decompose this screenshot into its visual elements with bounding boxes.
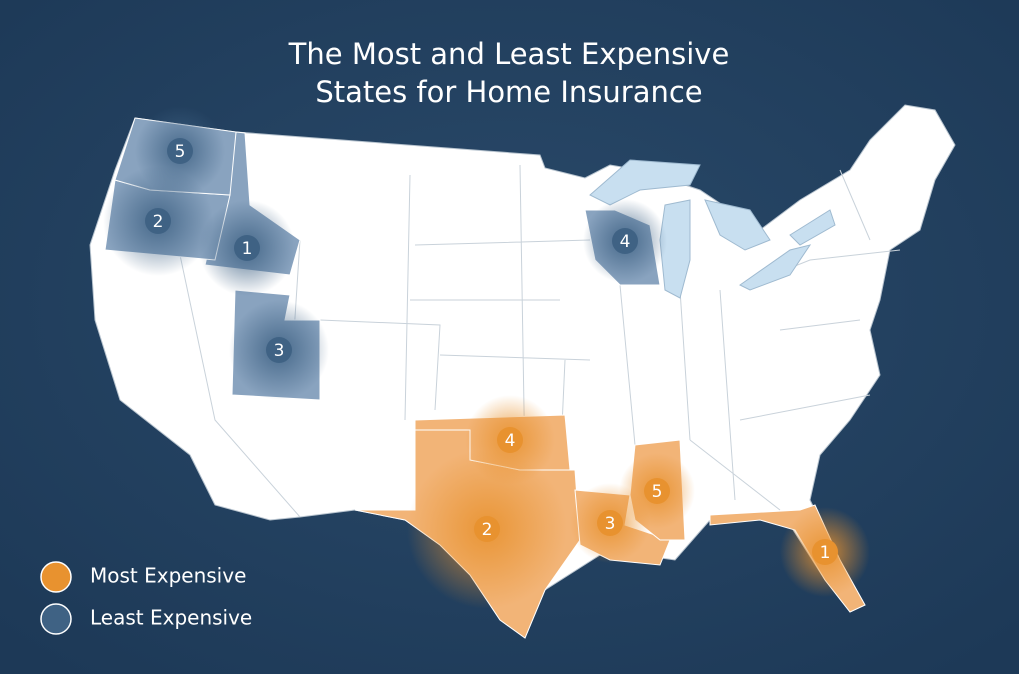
rank-label: 2 xyxy=(153,212,164,232)
rank-marker xyxy=(812,539,838,565)
rank-marker xyxy=(644,478,670,504)
rank-marker xyxy=(167,138,193,164)
rank-label: 1 xyxy=(242,239,253,259)
rank-label: 2 xyxy=(482,520,493,540)
legend-label: Least Expensive xyxy=(90,606,252,630)
rank-marker xyxy=(266,337,292,363)
title-line: The Most and Least Expensive xyxy=(288,37,730,71)
rank-marker xyxy=(145,208,171,234)
rank-marker xyxy=(497,427,523,453)
legend-swatch xyxy=(40,603,72,635)
lakes xyxy=(589,159,836,299)
rank-label: 4 xyxy=(505,431,516,451)
rank-label: 3 xyxy=(605,514,616,534)
rank-label: 3 xyxy=(274,341,285,361)
title-line: States for Home Insurance xyxy=(315,75,702,109)
rank-marker xyxy=(597,510,623,536)
legend-label: Most Expensive xyxy=(90,564,246,588)
rank-label: 5 xyxy=(652,482,663,502)
rank-marker xyxy=(234,235,260,261)
rank-label: 5 xyxy=(175,142,186,162)
rank-label: 4 xyxy=(620,232,631,252)
legend-swatch xyxy=(40,561,72,593)
rank-marker xyxy=(474,516,500,542)
rank-label: 1 xyxy=(820,543,831,563)
rank-marker xyxy=(612,228,638,254)
